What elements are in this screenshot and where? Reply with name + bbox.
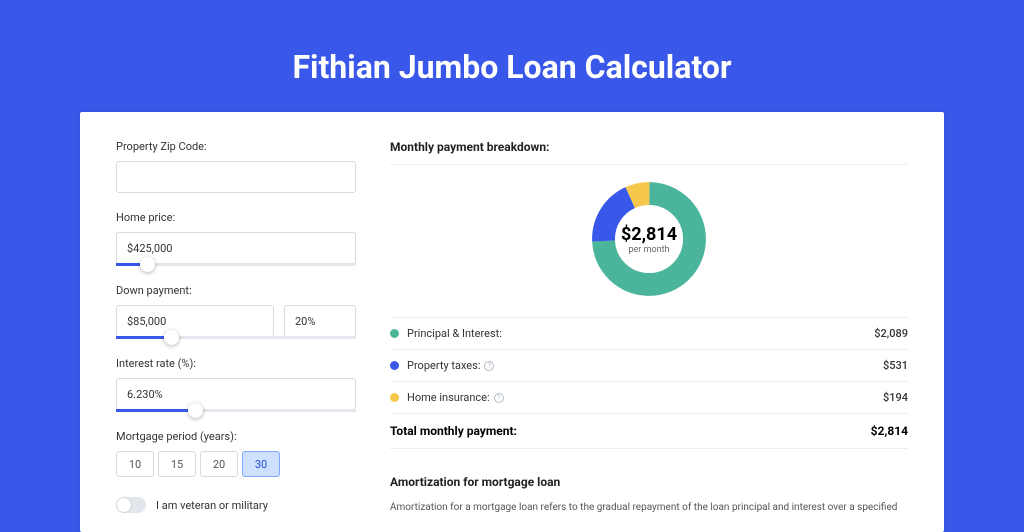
legend-label: Home insurance:? [407, 391, 883, 404]
slider-thumb[interactable] [164, 330, 179, 345]
result-column: Monthly payment breakdown: $2,814 per mo… [390, 140, 908, 504]
legend-value: $531 [883, 359, 908, 372]
donut-sub: per month [628, 245, 669, 255]
legend-list: Principal & Interest:$2,089Property taxe… [390, 317, 908, 413]
period-button-15[interactable]: 15 [158, 451, 196, 477]
total-value: $2,814 [871, 424, 908, 438]
legend-row: Principal & Interest:$2,089 [390, 317, 908, 349]
period-button-20[interactable]: 20 [200, 451, 238, 477]
interest-rate-slider[interactable] [116, 409, 356, 412]
down-payment-label: Down payment: [116, 284, 356, 297]
form-column: Property Zip Code: Home price: Down paym… [116, 140, 356, 504]
home-price-group: Home price: [116, 211, 356, 266]
period-group-container: Mortgage period (years): 10152030 [116, 430, 356, 477]
legend-dot-icon [390, 393, 399, 402]
zip-label: Property Zip Code: [116, 140, 356, 153]
amortization-body: Amortization for a mortgage loan refers … [390, 501, 908, 516]
legend-row: Property taxes:?$531 [390, 349, 908, 381]
zip-group: Property Zip Code: [116, 140, 356, 193]
amortization-title: Amortization for mortgage loan [390, 475, 908, 489]
legend-value: $194 [883, 391, 908, 404]
legend-dot-icon [390, 329, 399, 338]
veteran-row: I am veteran or military [116, 497, 356, 513]
period-button-30[interactable]: 30 [242, 451, 280, 477]
page-title: Fithian Jumbo Loan Calculator [0, 0, 1024, 112]
slider-thumb[interactable] [188, 403, 203, 418]
home-price-slider[interactable] [116, 263, 356, 266]
total-row: Total monthly payment: $2,814 [390, 413, 908, 449]
info-icon[interactable]: ? [494, 393, 504, 403]
interest-rate-input[interactable] [116, 378, 356, 410]
down-payment-slider[interactable] [116, 336, 356, 339]
donut-chart: $2,814 per month [589, 179, 709, 299]
down-payment-group: Down payment: [116, 284, 356, 339]
home-price-label: Home price: [116, 211, 356, 224]
slider-thumb[interactable] [140, 257, 155, 272]
veteran-toggle[interactable] [116, 497, 146, 513]
veteran-label: I am veteran or military [156, 499, 268, 512]
breakdown-heading: Monthly payment breakdown: [390, 140, 908, 165]
period-options: 10152030 [116, 451, 356, 477]
legend-label: Property taxes:? [407, 359, 883, 372]
interest-rate-label: Interest rate (%): [116, 357, 356, 370]
down-payment-amount-input[interactable] [116, 305, 274, 337]
zip-input[interactable] [116, 161, 356, 193]
down-payment-percent-input[interactable] [284, 305, 356, 337]
legend-dot-icon [390, 361, 399, 370]
calculator-card: Property Zip Code: Home price: Down paym… [80, 112, 944, 532]
donut-container: $2,814 per month [390, 165, 908, 317]
interest-rate-group: Interest rate (%): [116, 357, 356, 412]
period-button-10[interactable]: 10 [116, 451, 154, 477]
donut-amount: $2,814 [621, 224, 677, 245]
legend-row: Home insurance:?$194 [390, 381, 908, 413]
info-icon[interactable]: ? [484, 361, 494, 371]
total-label: Total monthly payment: [390, 424, 871, 438]
period-label: Mortgage period (years): [116, 430, 356, 443]
donut-center: $2,814 per month [589, 179, 709, 299]
legend-value: $2,089 [874, 327, 908, 340]
legend-label: Principal & Interest: [407, 327, 874, 340]
